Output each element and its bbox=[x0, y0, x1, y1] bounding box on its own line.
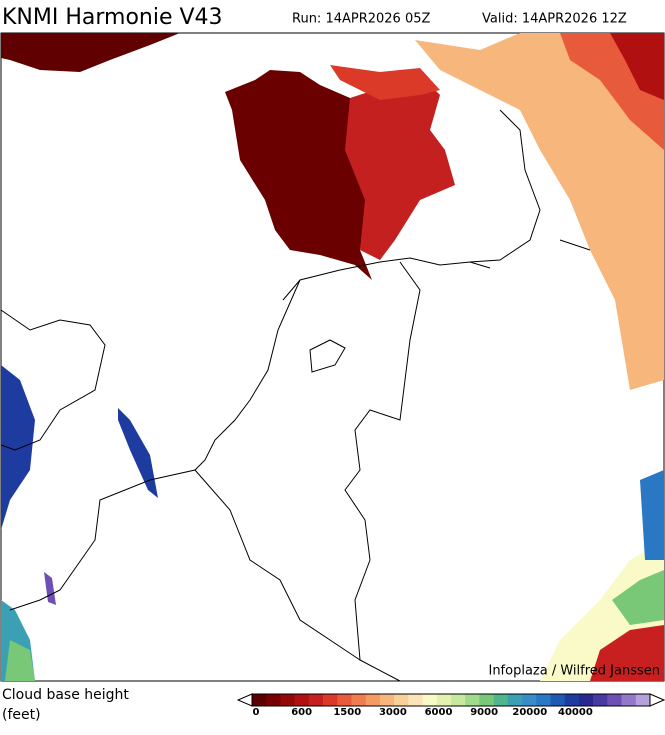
colorbar-cell bbox=[323, 694, 338, 706]
legend-label: Cloud base height bbox=[2, 687, 129, 703]
colorbar-cell bbox=[294, 694, 310, 706]
colorbar-cell bbox=[394, 694, 409, 706]
colorbar-cell bbox=[252, 694, 267, 706]
colorbar-cell bbox=[379, 694, 395, 706]
colorbar-cell bbox=[266, 694, 281, 706]
colorbar-cell bbox=[536, 694, 551, 706]
colorbar-tick-label: 20000 bbox=[512, 707, 547, 718]
colorbar-cell bbox=[507, 694, 523, 706]
colorbar-cell bbox=[479, 694, 494, 706]
cloud-area bbox=[225, 70, 378, 280]
colorbar-cell bbox=[465, 694, 480, 706]
border bbox=[344, 261, 421, 682]
colorbar-tick-label: 0 bbox=[253, 707, 260, 718]
colorbar-cell bbox=[607, 694, 622, 706]
colorbar-cell bbox=[351, 694, 367, 706]
colorbar-outline bbox=[251, 693, 651, 707]
colorbar-cell bbox=[621, 694, 637, 706]
colorbar-cell bbox=[451, 694, 466, 706]
colorbar-tick-label: 3000 bbox=[379, 707, 407, 718]
cloud-area bbox=[44, 572, 56, 605]
lake bbox=[309, 339, 346, 373]
colorbar-cell bbox=[593, 694, 608, 706]
coastline bbox=[9, 257, 491, 611]
colorbar-cell bbox=[422, 694, 438, 706]
cloud-area bbox=[590, 625, 664, 681]
cloud-area bbox=[345, 75, 455, 260]
cloud-area bbox=[5, 640, 35, 681]
legend-unit: (feet) bbox=[2, 707, 41, 723]
colorbar-tick-label: 600 bbox=[291, 707, 312, 718]
cloud-area bbox=[415, 33, 664, 390]
coastline bbox=[0, 309, 106, 451]
coastline bbox=[469, 109, 591, 263]
colorbar-cell bbox=[493, 694, 509, 706]
colorbar-arrow bbox=[649, 693, 665, 707]
title: KNMI Harmonie V43 bbox=[2, 5, 223, 30]
cloud-area bbox=[610, 33, 664, 100]
colorbar-cell bbox=[578, 694, 594, 706]
cloud-area bbox=[118, 408, 158, 498]
credit: Infoplaza / Wilfred Janssen bbox=[488, 664, 660, 679]
colorbar: 0 600 1500 3000 6000 9000 20000 40000 bbox=[236, 693, 665, 718]
cloud-area bbox=[612, 570, 664, 625]
colorbar-cell bbox=[436, 694, 452, 706]
cloud-area bbox=[1, 365, 35, 530]
run-time: Run: 14APR2026 05Z bbox=[292, 12, 431, 27]
colorbar-cell bbox=[550, 694, 566, 706]
colorbar-tick-label: 1500 bbox=[333, 707, 361, 718]
colorbar-cell bbox=[408, 694, 423, 706]
colorbar-tick-label: 6000 bbox=[425, 707, 453, 718]
valid-time: Valid: 14APR2026 12Z bbox=[482, 12, 627, 27]
colorbar-tick-label: 9000 bbox=[470, 707, 498, 718]
map bbox=[0, 32, 665, 682]
cloud-area bbox=[640, 470, 664, 560]
colorbar-cell bbox=[337, 694, 352, 706]
border bbox=[194, 469, 361, 661]
cloud-area bbox=[330, 65, 440, 100]
colorbar-cell bbox=[365, 694, 381, 706]
colorbar-cell bbox=[635, 694, 651, 706]
colorbar-cell bbox=[564, 694, 580, 706]
colorbar-cell bbox=[522, 694, 537, 706]
colorbar-cell bbox=[280, 694, 295, 706]
cloud-area bbox=[1, 33, 180, 72]
colorbar-cell bbox=[308, 694, 324, 706]
colorbar-tick-label: 40000 bbox=[558, 707, 593, 718]
colorbar-arrow bbox=[236, 693, 253, 707]
